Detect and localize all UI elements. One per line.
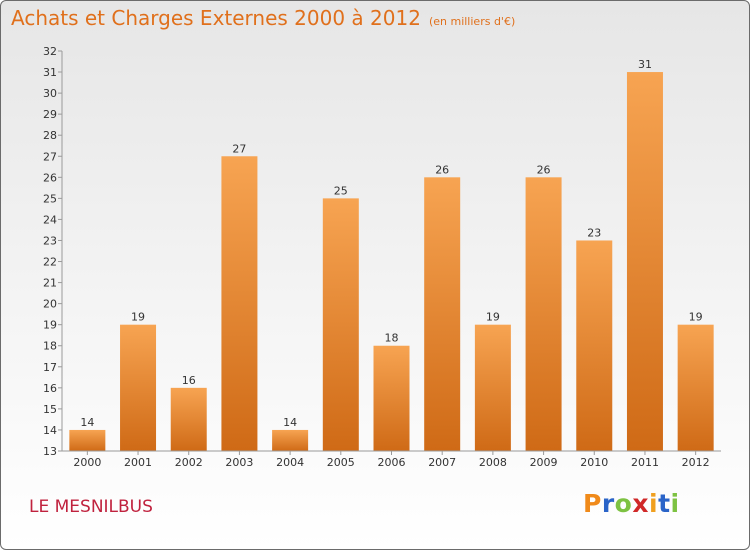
bar-value-label: 19 — [486, 311, 500, 324]
y-tick-label: 21 — [43, 277, 57, 290]
bar-2001 — [120, 324, 157, 451]
y-tick-label: 25 — [43, 192, 57, 205]
x-tick-label: 2010 — [580, 456, 608, 469]
y-tick-label: 28 — [43, 129, 57, 142]
bar-value-label: 23 — [587, 226, 601, 239]
y-tick-label: 14 — [43, 424, 57, 437]
bar-value-label: 26 — [435, 163, 449, 176]
bar-value-label: 16 — [182, 374, 196, 387]
logo-letter: r — [601, 489, 615, 518]
y-tick-label: 32 — [43, 45, 57, 58]
x-tick-label: 2009 — [530, 456, 558, 469]
bar-value-label: 14 — [283, 416, 297, 429]
bar-2003 — [221, 156, 258, 451]
chart-title-block: Achats et Charges Externes 2000 à 2012 (e… — [11, 6, 515, 30]
bar-2011 — [626, 72, 663, 451]
x-axis: 2000 2001 2002 2003 2004 2005 2006 2007 2008 2009… — [62, 450, 721, 469]
bars: 14 19 16 27 14 25 18 26 19 26 23 31 19 — [69, 58, 714, 451]
place-name: LE MESNILBUS — [29, 497, 153, 517]
bar-value-label: 25 — [334, 184, 348, 197]
x-tick-label: 2007 — [428, 456, 456, 469]
bar-2009 — [525, 177, 562, 451]
y-tick-label: 13 — [43, 445, 57, 458]
y-tick-label: 20 — [43, 298, 57, 311]
x-tick-label: 2001 — [124, 456, 152, 469]
bar-2008 — [474, 324, 511, 451]
x-tick-label: 2006 — [378, 456, 406, 469]
x-tick-label: 2011 — [631, 456, 659, 469]
bar-value-label: 31 — [638, 58, 652, 71]
bar-value-label: 26 — [537, 163, 551, 176]
logo-letter: i — [670, 489, 680, 518]
bar-2010 — [576, 240, 613, 451]
x-tick-label: 2004 — [276, 456, 304, 469]
y-tick-label: 17 — [43, 361, 57, 374]
bar-value-label: 18 — [385, 332, 399, 345]
y-tick-label: 26 — [43, 171, 57, 184]
y-tick-label: 19 — [43, 319, 57, 332]
y-tick-label: 18 — [43, 340, 57, 353]
bar-2002 — [170, 387, 207, 451]
logo-letter: i — [649, 489, 659, 518]
bar-value-label: 19 — [689, 311, 703, 324]
x-tick-label: 2003 — [225, 456, 253, 469]
bar-2004 — [272, 429, 309, 451]
y-tick-label: 29 — [43, 108, 57, 121]
bar-2012 — [677, 324, 714, 451]
bar-2000 — [69, 429, 106, 451]
bar-2007 — [424, 177, 461, 451]
logo-letter: x — [632, 489, 649, 518]
chart-unit: (en milliers d'€) — [428, 15, 516, 28]
y-tick-label: 15 — [43, 403, 57, 416]
y-tick-label: 30 — [43, 87, 57, 100]
logo-letter: o — [614, 489, 633, 518]
y-tick-label: 23 — [43, 234, 57, 247]
x-tick-label: 2012 — [682, 456, 710, 469]
bar-value-label: 14 — [80, 416, 94, 429]
logo-letter: P — [583, 489, 602, 518]
y-tick-label: 27 — [43, 150, 57, 163]
y-tick-label: 31 — [43, 66, 57, 79]
y-tick-label: 22 — [43, 256, 57, 269]
logo-letter: t — [658, 489, 671, 518]
x-tick-label: 2008 — [479, 456, 507, 469]
y-tick-label: 16 — [43, 382, 57, 395]
y-tick-label: 24 — [43, 213, 57, 226]
bar-2006 — [373, 345, 410, 451]
x-tick-label: 2000 — [73, 456, 101, 469]
x-tick-label: 2002 — [175, 456, 203, 469]
chart-title: Achats et Charges Externes 2000 à 2012 — [11, 6, 421, 30]
x-tick-label: 2005 — [327, 456, 355, 469]
bar-value-label: 19 — [131, 311, 145, 324]
bar-value-label: 27 — [232, 142, 246, 155]
proxiti-logo: Proxiti — [583, 489, 680, 518]
bar-2005 — [322, 198, 359, 451]
y-axis: 13 14 15 16 17 18 19 20 21 22 23 24 25 26 27 28 29 30 31 32 — [43, 45, 63, 458]
